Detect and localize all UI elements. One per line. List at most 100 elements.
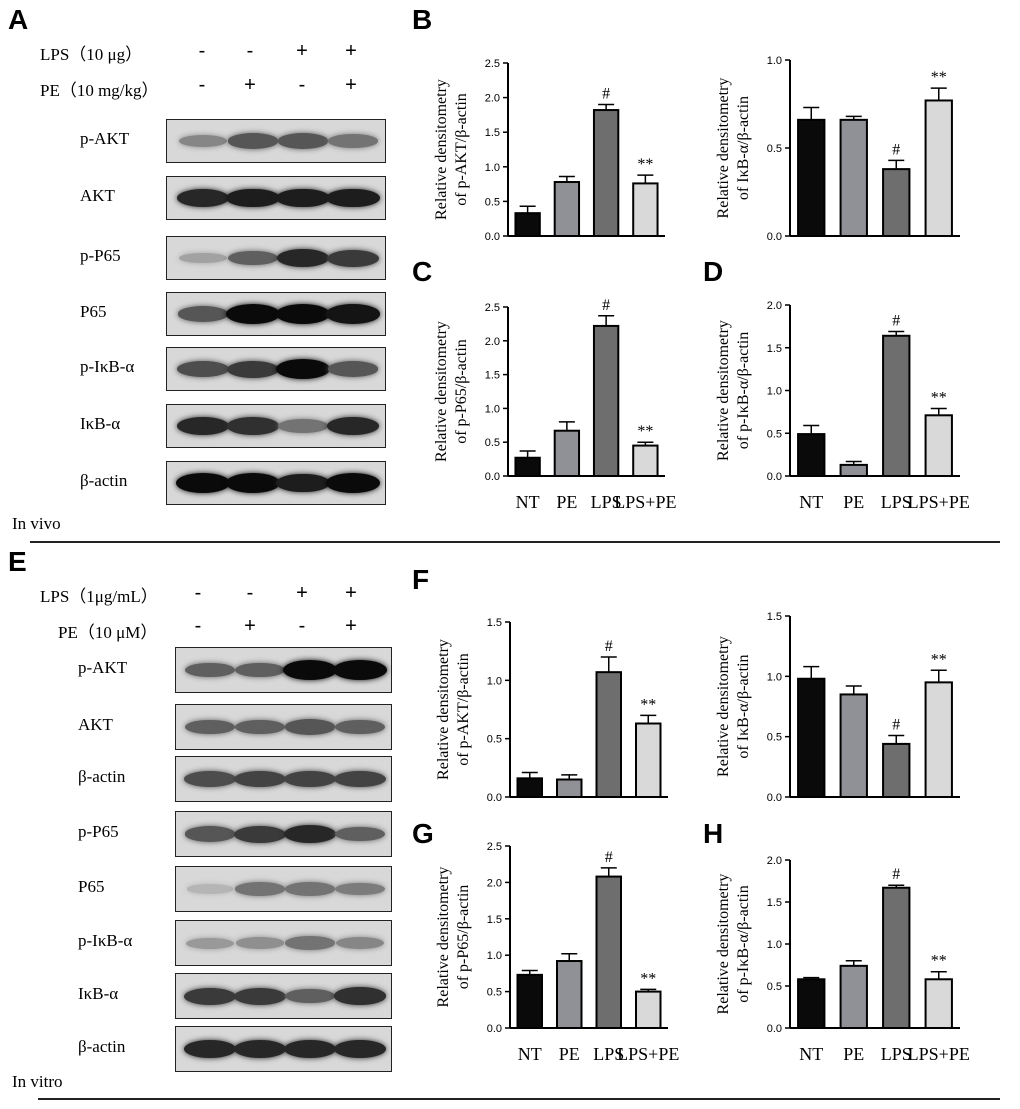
- bar: [553, 429, 581, 478]
- blot-band: [284, 770, 336, 788]
- blot-band: [326, 416, 380, 436]
- bar: [839, 964, 868, 1030]
- blot-label: p-AKT: [80, 129, 130, 148]
- blot-band: [276, 188, 330, 208]
- invivo-lps-sign: -: [246, 40, 254, 62]
- blot-strip: [175, 920, 392, 966]
- invivo-lps-sign: +: [296, 40, 308, 62]
- significance-marker: **: [931, 389, 947, 406]
- y-tick-label: 1.0: [487, 950, 502, 962]
- y-tick-label: 2.0: [767, 855, 782, 867]
- blot-band: [276, 248, 330, 268]
- blot-strip: [166, 404, 386, 448]
- y-axis-title: Relative densitometry: [715, 874, 732, 1015]
- bar: [516, 973, 543, 1030]
- blot-band: [177, 306, 229, 322]
- x-tick-label: NT: [799, 1044, 823, 1064]
- panel-letter-c: C: [412, 256, 433, 287]
- y-tick-label: 0.5: [487, 734, 502, 746]
- y-axis-title: of p-P65/β-actin: [455, 885, 472, 990]
- blot-band: [234, 825, 286, 843]
- bar: [514, 212, 541, 238]
- section-divider: [30, 541, 1000, 543]
- y-axis-title: Relative densitometry: [433, 79, 450, 220]
- x-tick-label: LPS: [591, 492, 622, 512]
- blot-band: [333, 1039, 387, 1059]
- blot-band: [283, 824, 337, 844]
- y-tick-label: 1.0: [485, 162, 500, 174]
- y-axis-title: of IκB-α/β-actin: [735, 654, 752, 758]
- blot-band: [327, 361, 379, 377]
- y-tick-label: 1.5: [487, 914, 502, 926]
- blot-band: [276, 473, 330, 493]
- invitro-pe-label: PE（10 μM）: [58, 623, 158, 642]
- blot-band: [186, 884, 234, 894]
- y-tick-label: 0.0: [767, 231, 782, 243]
- section-divider: [38, 1098, 1000, 1100]
- significance-marker: #: [602, 86, 610, 103]
- bar: [882, 168, 911, 237]
- y-tick-label: 0.0: [767, 792, 782, 804]
- y-tick-label: 0.5: [485, 437, 500, 449]
- blot-band: [176, 473, 230, 493]
- significance-marker: #: [605, 638, 613, 655]
- y-tick-label: 0.0: [485, 471, 500, 483]
- significance-marker: #: [892, 716, 900, 733]
- blot-band: [326, 304, 380, 324]
- blot-band: [335, 882, 385, 896]
- x-tick-label: LPS: [593, 1044, 624, 1064]
- blot-band: [334, 719, 386, 735]
- bar: [553, 181, 581, 238]
- bar: [632, 182, 659, 238]
- invitro-lps-sign: +: [296, 582, 308, 604]
- y-axis-title: of p-P65/β-actin: [453, 339, 470, 444]
- y-tick-label: 2.5: [485, 302, 500, 314]
- y-tick-label: 0.5: [767, 732, 782, 744]
- invivo-pe-label: PE（10 mg/kg）: [40, 81, 159, 100]
- blot-band: [284, 988, 336, 1004]
- y-tick-label: 1.0: [767, 55, 782, 67]
- blot-label: p-AKT: [78, 658, 128, 677]
- bar: [797, 433, 826, 478]
- y-tick-label: 1.5: [485, 370, 500, 382]
- y-tick-label: 2.0: [487, 877, 502, 889]
- blot-label: AKT: [78, 715, 113, 734]
- y-tick-label: 1.0: [767, 386, 782, 398]
- y-tick-label: 1.0: [487, 675, 502, 687]
- blot-label: β-actin: [78, 767, 126, 786]
- y-tick-label: 0.0: [487, 1023, 502, 1035]
- bar: [839, 463, 868, 478]
- y-tick-label: 0.5: [487, 987, 502, 999]
- blot-label: p-IκB-α: [80, 357, 135, 376]
- x-tick-label: NT: [518, 1044, 542, 1064]
- invitro-lps-label: LPS（1μg/mL）: [40, 587, 158, 606]
- y-tick-label: 1.5: [767, 897, 782, 909]
- x-tick-label: LPS+PE: [908, 492, 970, 512]
- panel-letter-g: G: [412, 818, 434, 849]
- blot-band: [178, 134, 228, 148]
- blot-band: [234, 987, 286, 1005]
- blot-strip: [175, 811, 392, 857]
- significance-marker: #: [602, 297, 610, 314]
- blot-strip: [175, 704, 392, 750]
- blot-band: [184, 771, 236, 787]
- bar: [924, 414, 953, 478]
- invivo-lps-sign: -: [198, 40, 206, 62]
- x-tick-label: LPS+PE: [908, 1044, 970, 1064]
- panel-letter-f: F: [412, 564, 430, 595]
- blot-label: p-P65: [78, 822, 119, 841]
- y-tick-label: 0.5: [767, 981, 782, 993]
- blot-band: [184, 662, 236, 678]
- blot-band: [226, 417, 280, 435]
- blot-band: [276, 359, 330, 379]
- blot-band: [234, 662, 286, 678]
- invitro-caption: In vitro: [12, 1072, 63, 1091]
- blot-strip: [166, 292, 386, 336]
- blot-band: [333, 660, 387, 680]
- bar: [595, 875, 622, 1029]
- y-tick-label: 1.5: [487, 617, 502, 629]
- blot-label: β-actin: [80, 471, 128, 490]
- blot-band: [233, 1039, 287, 1059]
- blot-band: [335, 936, 385, 950]
